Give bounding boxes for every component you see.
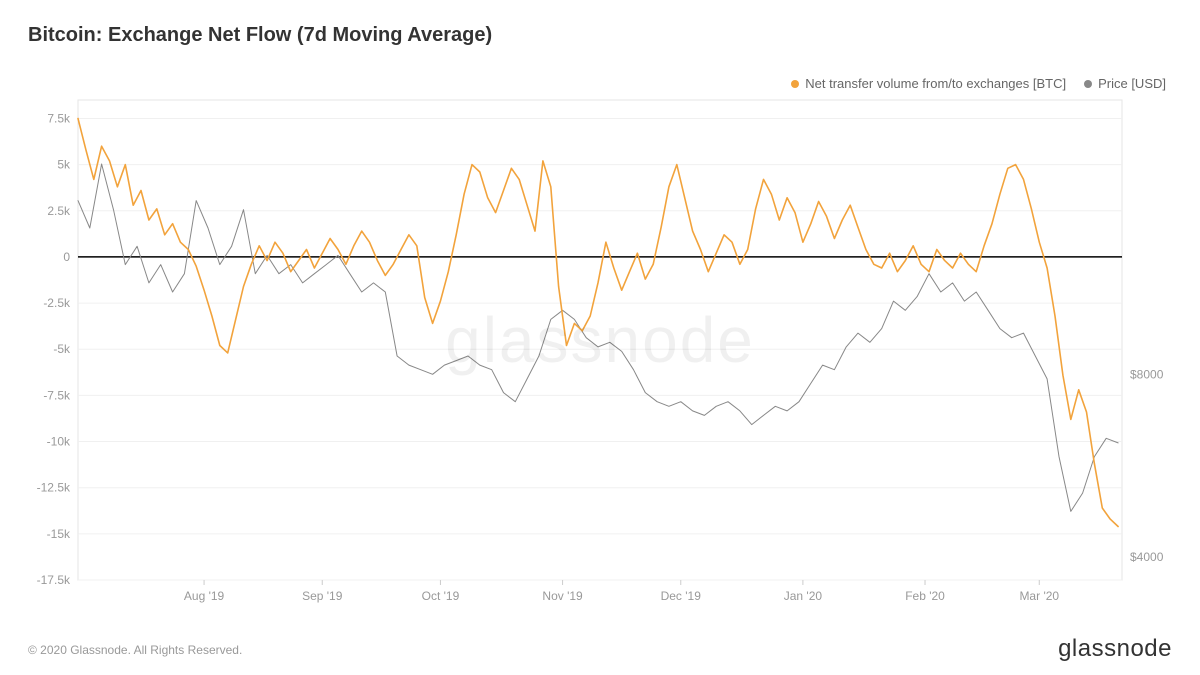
svg-text:Sep '19: Sep '19 [302, 589, 343, 603]
legend-dot-netflow [791, 80, 799, 88]
svg-text:$4000: $4000 [1130, 550, 1164, 564]
svg-text:-2.5k: -2.5k [43, 296, 71, 310]
svg-text:Aug '19: Aug '19 [184, 589, 225, 603]
legend-dot-price [1084, 80, 1092, 88]
legend-item-netflow: Net transfer volume from/to exchanges [B… [791, 76, 1066, 91]
svg-text:7.5k: 7.5k [47, 111, 71, 125]
svg-text:5k: 5k [57, 158, 71, 172]
svg-text:0: 0 [63, 250, 70, 264]
svg-text:Oct '19: Oct '19 [422, 589, 460, 603]
svg-text:Dec '19: Dec '19 [661, 589, 702, 603]
svg-text:$8000: $8000 [1130, 367, 1164, 381]
legend-item-price: Price [USD] [1084, 76, 1166, 91]
svg-text:-15k: -15k [47, 527, 71, 541]
svg-text:2.5k: 2.5k [47, 204, 71, 218]
legend-label-netflow: Net transfer volume from/to exchanges [B… [805, 76, 1066, 91]
copyright-text: © 2020 Glassnode. All Rights Reserved. [28, 643, 242, 657]
chart-svg: 7.5k 5k 2.5k 0 -2.5k -5k -7.5k -10k -12.5k -15k -1… [28, 70, 1172, 610]
legend-label-price: Price [USD] [1098, 76, 1166, 91]
svg-text:Feb '20: Feb '20 [905, 589, 945, 603]
svg-text:-10k: -10k [47, 435, 71, 449]
brand-logo-text: glassnode [1058, 635, 1172, 663]
legend: Net transfer volume from/to exchanges [B… [791, 76, 1166, 91]
chart-container: Net transfer volume from/to exchanges [B… [28, 70, 1172, 610]
svg-text:Jan '20: Jan '20 [784, 589, 823, 603]
svg-text:-17.5k: -17.5k [37, 573, 71, 587]
chart-title: Bitcoin: Exchange Net Flow (7d Moving Av… [28, 24, 492, 47]
svg-text:Mar '20: Mar '20 [1019, 589, 1059, 603]
svg-text:-12.5k: -12.5k [37, 481, 71, 495]
svg-text:Nov '19: Nov '19 [542, 589, 583, 603]
svg-text:-5k: -5k [53, 342, 71, 356]
svg-text:-7.5k: -7.5k [43, 388, 71, 402]
